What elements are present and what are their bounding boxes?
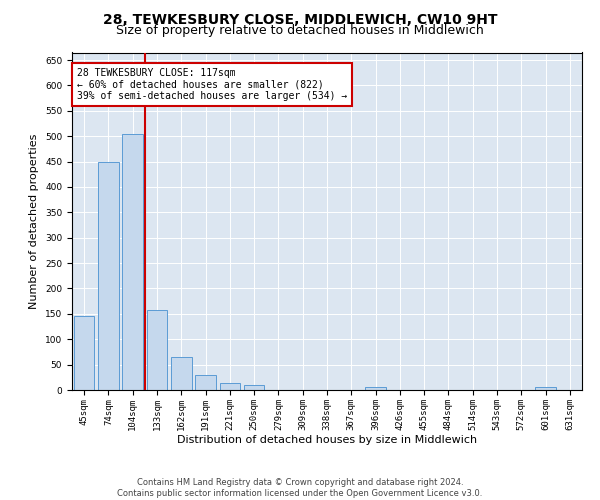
Bar xyxy=(146,310,167,390)
Bar xyxy=(98,162,119,390)
Bar xyxy=(122,134,143,390)
Text: 28, TEWKESBURY CLOSE, MIDDLEWICH, CW10 9HT: 28, TEWKESBURY CLOSE, MIDDLEWICH, CW10 9… xyxy=(103,12,497,26)
Text: Size of property relative to detached houses in Middlewich: Size of property relative to detached ho… xyxy=(116,24,484,37)
Text: 28 TEWKESBURY CLOSE: 117sqm
← 60% of detached houses are smaller (822)
39% of se: 28 TEWKESBURY CLOSE: 117sqm ← 60% of det… xyxy=(77,68,347,101)
Bar xyxy=(535,388,556,390)
X-axis label: Distribution of detached houses by size in Middlewich: Distribution of detached houses by size … xyxy=(177,436,477,446)
Bar xyxy=(244,386,265,390)
Bar xyxy=(195,375,216,390)
Bar xyxy=(171,356,191,390)
Bar xyxy=(220,383,240,390)
Bar xyxy=(365,387,386,390)
Bar xyxy=(74,316,94,390)
Y-axis label: Number of detached properties: Number of detached properties xyxy=(29,134,40,309)
Text: Contains HM Land Registry data © Crown copyright and database right 2024.
Contai: Contains HM Land Registry data © Crown c… xyxy=(118,478,482,498)
